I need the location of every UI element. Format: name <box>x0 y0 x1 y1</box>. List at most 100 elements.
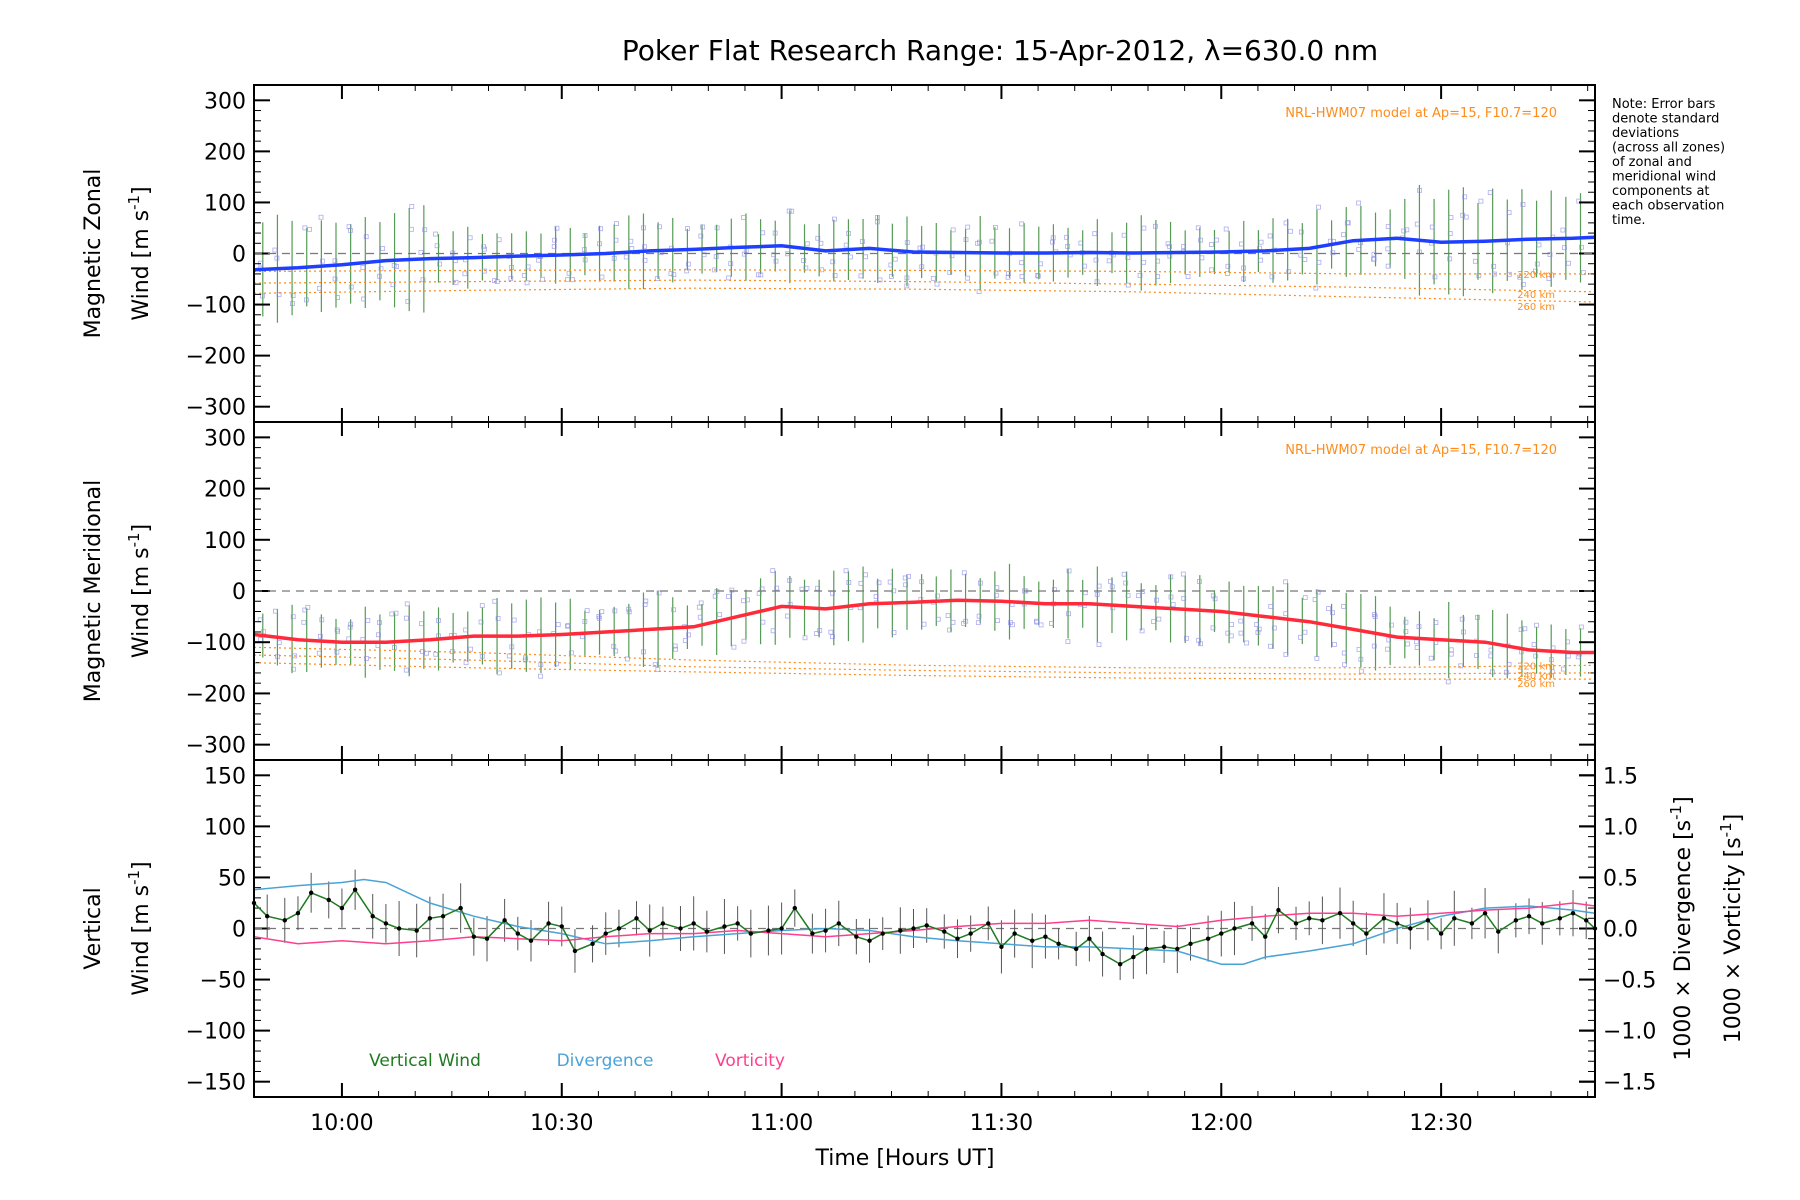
meridional-zone-marker <box>1302 595 1308 601</box>
vertical-wind-point <box>326 897 331 903</box>
meridional-zone-marker <box>433 651 439 657</box>
note-line: Note: Error bars <box>1612 97 1716 112</box>
zonal-zone-marker <box>832 273 838 278</box>
zonal-zone-marker <box>1288 228 1293 234</box>
meridional-zone-marker <box>302 607 308 613</box>
vertical-ytick-label: −150 <box>186 1071 246 1096</box>
meridional-zone-marker <box>1034 619 1040 625</box>
zonal-zone-marker <box>1005 274 1011 280</box>
meridional-zone-marker <box>1475 615 1480 620</box>
right-ytick-label: 0.5 <box>1603 866 1638 891</box>
meridional-zone-marker <box>1561 666 1566 672</box>
zonal-zone-marker <box>408 226 414 232</box>
zonal-zone-marker <box>758 272 764 278</box>
meridional-altitude-label: 260 km <box>1517 679 1555 690</box>
zonal-zone-marker <box>1209 242 1214 247</box>
meridional-zone-marker <box>712 593 718 599</box>
zonal-zone-marker <box>892 256 898 262</box>
meridional-zone-marker <box>903 582 909 588</box>
zonal-altitude-label: 260 km <box>1517 302 1555 313</box>
vertical-wind-point <box>836 921 841 926</box>
meridional-zone-marker <box>1096 642 1102 647</box>
zonal-zone-marker <box>363 234 369 240</box>
note-line: time. <box>1612 213 1646 228</box>
vertical-wind-point <box>515 931 521 936</box>
vertical-wind-point <box>704 929 710 934</box>
meridional-zone-marker <box>686 632 691 638</box>
zonal-model-curve <box>253 269 1595 275</box>
zonal-zone-marker <box>1534 261 1540 267</box>
zonal-zone-marker <box>934 281 940 287</box>
meridional-zone-marker <box>496 670 502 676</box>
zonal-zone-marker <box>597 241 602 247</box>
vertical-wind-point <box>1205 936 1211 941</box>
vertical-wind-point <box>484 936 490 941</box>
zonal-zone-marker <box>318 214 324 220</box>
zonal-zone-marker <box>1385 263 1391 269</box>
meridional-zone-marker <box>770 568 776 574</box>
x-tick-label: 12:00 <box>1190 1111 1253 1136</box>
vertical-ylabel-line2: Wind [m s-1] <box>125 861 154 995</box>
vertical-wind-point <box>911 926 916 931</box>
zonal-zone-marker <box>525 264 531 270</box>
zonal-zone-marker <box>701 252 707 258</box>
meridional-ytick-label: −100 <box>186 631 246 656</box>
zonal-zone-marker <box>712 267 718 273</box>
zonal-zone-marker <box>1487 190 1493 196</box>
zonal-model-curve <box>253 287 1596 303</box>
zonal-zone-marker <box>989 238 995 244</box>
vertical-wind-point <box>1570 910 1576 916</box>
meridional-zone-marker <box>1371 643 1377 649</box>
zonal-zone-marker <box>714 225 720 231</box>
meridional-zone-marker <box>376 632 381 638</box>
meridional-zone-marker <box>1229 622 1234 628</box>
vertical-wind-point <box>1526 914 1532 919</box>
zonal-zone-marker <box>1167 244 1173 249</box>
meridional-zone-marker <box>276 640 282 646</box>
vertical-wind-point <box>572 948 578 954</box>
meridional-zone-marker <box>1066 568 1072 574</box>
zonal-zone-marker <box>613 237 619 243</box>
zonal-zone-marker <box>1401 228 1407 234</box>
meridional-zone-marker <box>858 580 864 586</box>
zonal-ylabel-line2: Wind [m s-1] <box>125 186 154 320</box>
zonal-zone-marker <box>858 273 864 279</box>
x-tick-label: 10:30 <box>530 1111 593 1136</box>
zonal-zone-marker <box>1269 274 1275 280</box>
meridional-zone-marker <box>935 593 940 599</box>
zonal-zone-marker <box>804 241 810 247</box>
vertical-wind-point <box>1482 910 1488 916</box>
vertical-wind-point <box>1263 934 1268 939</box>
meridional-zone-marker <box>1212 596 1218 602</box>
zonal-zone-marker <box>965 275 971 281</box>
right-ytick-label: 1.5 <box>1603 764 1638 789</box>
meridional-zone-marker <box>463 627 469 633</box>
meridional-zone-marker <box>741 638 747 644</box>
meridional-zone-marker <box>1332 642 1337 647</box>
vertical-wind-point <box>986 921 991 926</box>
zonal-zone-marker <box>290 293 296 298</box>
meridional-zone-marker <box>613 648 619 654</box>
zonal-zone-marker <box>846 230 852 236</box>
meridional-zone-marker <box>814 631 819 636</box>
meridional-zone-marker <box>935 616 941 622</box>
meridional-zone-marker <box>389 611 395 617</box>
meridional-zone-marker <box>977 580 983 586</box>
vorticity-axis-label-sup: -1 <box>1717 822 1735 837</box>
meridional-zone-marker <box>641 649 646 655</box>
divergence-axis-label: 1000 × Divergence [s-1] <box>1667 796 1696 1060</box>
meridional-zone-marker <box>479 653 485 659</box>
zonal-zone-marker <box>1050 235 1056 241</box>
zonal-zone-marker <box>582 247 587 252</box>
zonal-zone-marker <box>332 276 338 282</box>
vertical-wind-point <box>427 916 433 921</box>
zonal-zone-marker <box>272 247 278 253</box>
zonal-zone-marker <box>1330 250 1336 256</box>
vertical-wind-point <box>880 931 885 936</box>
meridional-zone-marker <box>1428 655 1434 661</box>
meridional-zone-marker <box>1534 622 1539 628</box>
meridional-zone-marker <box>1358 656 1364 662</box>
zonal-zone-marker <box>1472 258 1478 264</box>
meridional-zone-marker <box>846 580 852 585</box>
